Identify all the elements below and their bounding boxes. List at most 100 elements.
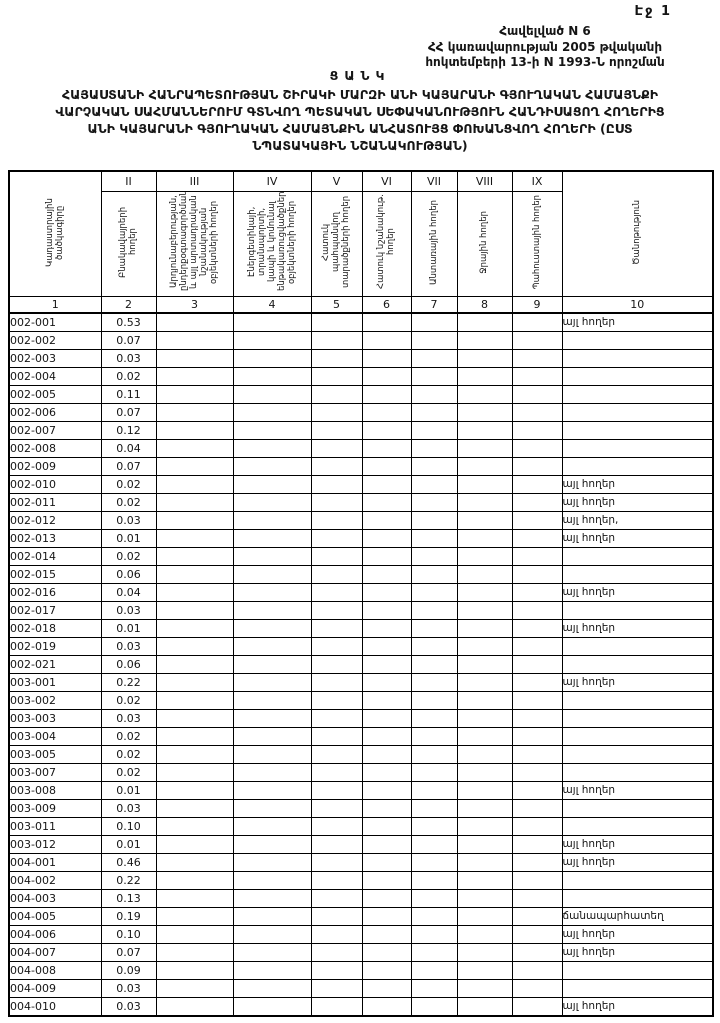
row-empty-cell [511,907,563,926]
row-empty-cell [456,691,513,710]
row-empty-cell [511,565,563,584]
header-label: Բնակավայրերի հողեր [118,206,139,278]
row-empty-cell [456,349,513,368]
row-note-cell: այլ հողեր [561,619,714,638]
header-label: Ջրային հողեր [479,210,490,274]
row-empty-cell [310,763,363,782]
row-cadastral-code-cell: 002-009 [8,457,102,476]
column-number-row: 1 2 3 4 5 6 7 8 9 10 [8,296,714,314]
row-empty-cell [511,871,563,890]
row-note-cell [561,439,714,458]
title-line: ՀԱՅԱՍՏԱՆԻ ՀԱՆՐԱՊԵՏՈՒԹՅԱՆ ՇԻՐԱԿԻ ՄԱՐԶԻ ԱՆ… [61,86,659,102]
row-cadastral-code-cell: 003-002 [8,691,102,710]
row-cadastral-code-cell: 004-005 [8,907,102,926]
row-empty-cell [310,835,363,854]
row-empty-cell [511,457,563,476]
row-empty-cell [410,529,458,548]
row-empty-cell [456,781,513,800]
row-empty-cell [511,475,563,494]
row-note-cell: այլ հողեր [561,475,714,494]
row-empty-cell [155,961,234,980]
row-empty-cell [361,781,412,800]
row-empty-cell [361,799,412,818]
row-note-cell [561,889,714,908]
row-empty-cell [310,727,363,746]
row-empty-cell [456,745,513,764]
row-empty-cell [511,943,563,962]
row-empty-cell [511,529,563,548]
appendix-reference: Հավելված N 6 ՀՀ կառավարության 2005 թվակա… [380,24,710,71]
row-empty-cell [155,655,234,674]
row-empty-cell [310,781,363,800]
row-note-cell: այլ հողեր [561,781,714,800]
header-forest-lands: Անտառային հողեր [410,191,458,297]
row-empty-cell [456,997,513,1017]
row-empty-cell [511,835,563,854]
row-empty-cell [511,997,563,1017]
row-residential-area-cell: 0.02 [100,367,157,386]
row-empty-cell [410,403,458,422]
row-empty-cell [232,709,312,728]
row-empty-cell [456,853,513,872]
roman-numeral: II [100,170,157,192]
row-empty-cell [155,997,234,1017]
row-residential-area-cell: 0.22 [100,871,157,890]
row-empty-cell [310,655,363,674]
row-note-cell [561,709,714,728]
row-empty-cell [410,312,458,332]
row-note-cell [561,547,714,566]
row-note-cell [561,565,714,584]
row-note-cell [561,655,714,674]
row-empty-cell [310,367,363,386]
header-label: Պահուստային հողեր [531,194,542,290]
row-empty-cell [155,871,234,890]
row-empty-cell [310,673,363,692]
roman-numeral: IX [511,170,563,192]
row-empty-cell [232,655,312,674]
row-residential-area-cell: 0.12 [100,421,157,440]
table-row: 002-010 0.02 այլ հողեր [8,475,714,494]
table-row: 002-008 0.04 [8,439,714,458]
row-empty-cell [456,619,513,638]
row-empty-cell [310,565,363,584]
title-line: ԱՆԻ ԿԱՅԱՐԱՆԻ ԳՅՈՒՂԱԿԱՆ ՀԱՄԱՅՆՔԻՆ ԱՆՀԱՏՈՒ… [87,120,633,136]
row-empty-cell [361,961,412,980]
row-empty-cell [155,835,234,854]
row-empty-cell [456,835,513,854]
table-row: 004-003 0.13 [8,889,714,908]
column-number: 1 [8,296,102,314]
row-empty-cell [361,547,412,566]
row-cadastral-code-cell: 004-007 [8,943,102,962]
header-reserve-lands: Պահուստային հողեր [511,191,563,297]
table-row: 002-009 0.07 [8,457,714,476]
row-empty-cell [511,439,563,458]
row-empty-cell [361,709,412,728]
row-empty-cell [361,367,412,386]
row-empty-cell [361,493,412,512]
roman-numeral: IV [232,170,312,192]
header-label: Հատուկ նշանակութ. հողեր [376,194,397,290]
row-empty-cell [361,312,412,332]
row-empty-cell [232,871,312,890]
row-note-cell: այլ հողեր [561,925,714,944]
row-empty-cell [310,745,363,764]
roman-numeral: V [310,170,363,192]
row-empty-cell [410,385,458,404]
row-empty-cell [155,511,234,530]
row-cadastral-code-cell: 003-011 [8,817,102,836]
table-row: 003-012 0.01 այլ հողեր [8,835,714,854]
row-empty-cell [155,907,234,926]
row-empty-cell [361,565,412,584]
row-empty-cell [456,727,513,746]
header-protected-lands: Հատուկ պահպանվող տարածքների հողեր [310,191,363,297]
row-cadastral-code-cell: 002-007 [8,421,102,440]
row-empty-cell [456,385,513,404]
row-empty-cell [456,961,513,980]
row-empty-cell [410,349,458,368]
row-empty-cell [310,583,363,602]
column-number: 5 [310,296,363,314]
row-empty-cell [310,961,363,980]
table-row: 002-016 0.04 այլ հողեր [8,583,714,602]
row-empty-cell [361,601,412,620]
row-residential-area-cell: 0.03 [100,511,157,530]
